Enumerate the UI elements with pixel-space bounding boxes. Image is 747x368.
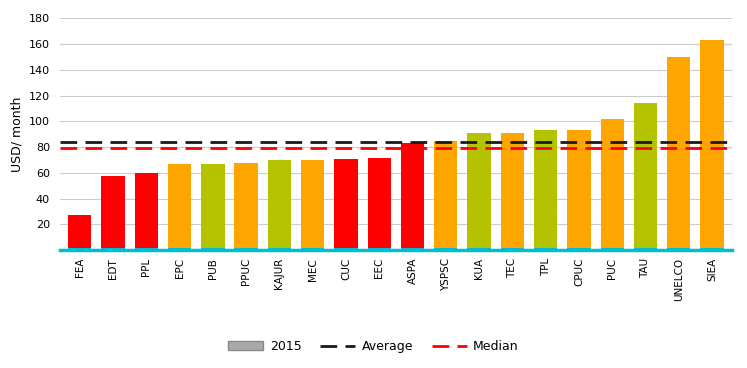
Bar [301,160,324,250]
Bar [267,248,291,250]
Bar [667,248,690,250]
Bar [368,248,391,250]
Bar [601,119,624,250]
Bar [468,248,491,250]
Bar [134,173,158,250]
Bar [434,141,457,250]
Bar [235,248,258,250]
Bar [102,248,125,250]
Bar [201,164,225,250]
Bar [201,248,225,250]
Bar [601,248,624,250]
Bar [401,248,424,250]
Bar [667,57,690,250]
Legend: 2015, Average, Median: 2015, Average, Median [223,335,524,358]
Bar [301,248,324,250]
Bar [168,248,191,250]
Bar [102,176,125,250]
Bar [335,248,358,250]
Bar [134,248,158,250]
Bar [534,131,557,250]
Bar [634,248,657,250]
Y-axis label: USD/ month: USD/ month [10,97,23,172]
Bar [468,133,491,250]
Bar [235,163,258,250]
Bar [401,144,424,250]
Bar [368,158,391,250]
Bar [68,248,91,250]
Bar [335,159,358,250]
Bar [500,133,524,250]
Bar [567,131,591,250]
Bar [534,248,557,250]
Bar [701,40,724,250]
Bar [567,248,591,250]
Bar [267,160,291,250]
Bar [68,216,91,250]
Bar [434,248,457,250]
Bar [634,103,657,250]
Bar [500,248,524,250]
Bar [701,248,724,250]
Bar [168,164,191,250]
